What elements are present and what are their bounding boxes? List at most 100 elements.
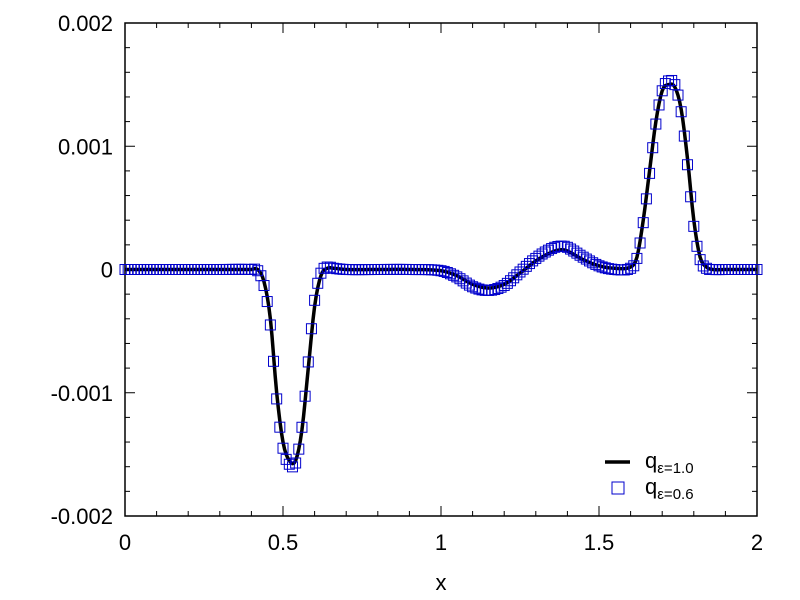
series-marker bbox=[688, 220, 700, 232]
series-marker bbox=[634, 237, 646, 249]
series-marker bbox=[618, 264, 630, 276]
series-marker bbox=[549, 241, 561, 253]
series-marker bbox=[293, 443, 305, 455]
legend: qε=1.0qε=0.6 bbox=[605, 448, 694, 503]
legend-label-main: q bbox=[645, 474, 657, 499]
series-marker bbox=[454, 273, 466, 285]
series-marker bbox=[261, 296, 273, 308]
series-marker bbox=[271, 393, 283, 405]
series-marker bbox=[656, 85, 668, 97]
series-marker bbox=[681, 159, 693, 171]
series-marker bbox=[571, 247, 583, 259]
tick-labels: 0 0.5 1 1.5 2 -0.002 -0.001 0 0.001 0.002 bbox=[51, 11, 764, 555]
series-marker bbox=[685, 191, 697, 203]
series-marker bbox=[653, 99, 665, 111]
series-marker bbox=[514, 266, 526, 278]
series-marker bbox=[517, 263, 529, 275]
series-marker bbox=[283, 458, 295, 470]
axis-ticks bbox=[124, 22, 758, 517]
series-marker bbox=[457, 275, 469, 287]
x-axis-label: x bbox=[436, 570, 447, 595]
series-marker bbox=[694, 254, 706, 266]
x-tick-label: 0 bbox=[119, 530, 131, 555]
series-marker bbox=[672, 89, 684, 101]
y-tick-label: -0.001 bbox=[51, 381, 113, 406]
series-marker bbox=[590, 258, 602, 270]
series-marker bbox=[324, 261, 336, 273]
series-marker bbox=[593, 260, 605, 272]
series-marker bbox=[644, 167, 656, 179]
series-marker bbox=[508, 272, 520, 284]
series-marker bbox=[542, 244, 554, 256]
series-marker bbox=[438, 265, 450, 277]
series-marker bbox=[530, 252, 542, 264]
y-tick-label: 0.001 bbox=[58, 134, 113, 159]
x-tick-label: 2 bbox=[751, 530, 763, 555]
series-marker bbox=[666, 74, 678, 86]
y-tick-label: 0.002 bbox=[58, 11, 113, 36]
series-marker bbox=[565, 243, 577, 255]
series-marker bbox=[495, 281, 507, 293]
series-marker bbox=[473, 283, 485, 295]
legend-label-subscript: ε=0.6 bbox=[657, 486, 693, 503]
series-marker bbox=[296, 421, 308, 433]
series-marker bbox=[463, 279, 475, 291]
series-marker bbox=[501, 277, 513, 289]
series-marker bbox=[309, 294, 321, 306]
series-marker bbox=[305, 323, 317, 335]
series-marker bbox=[268, 355, 280, 367]
series-marker bbox=[299, 390, 311, 402]
series-marker bbox=[486, 284, 498, 296]
series-marker bbox=[470, 282, 482, 294]
series-marker bbox=[511, 269, 523, 281]
series-marker bbox=[264, 319, 276, 331]
series-marker bbox=[505, 275, 517, 287]
series-marker bbox=[467, 281, 479, 293]
series-marker bbox=[599, 262, 611, 274]
series-marker bbox=[302, 356, 314, 368]
series-1 bbox=[119, 74, 763, 473]
series-marker bbox=[678, 130, 690, 142]
legend-label-main: q bbox=[645, 448, 657, 473]
series-marker bbox=[637, 217, 649, 229]
series-marker bbox=[587, 257, 599, 269]
series-marker bbox=[650, 118, 662, 130]
series-layer bbox=[119, 74, 763, 473]
y-tick-label: 0 bbox=[101, 258, 113, 283]
series-marker bbox=[625, 262, 637, 274]
series-marker bbox=[659, 78, 671, 90]
series-marker bbox=[697, 260, 709, 272]
y-tick-label: -0.002 bbox=[51, 504, 113, 529]
series-marker bbox=[751, 264, 763, 275]
series-marker bbox=[596, 261, 608, 273]
series-marker bbox=[568, 245, 580, 257]
legend-label: qε=1.0 bbox=[645, 448, 694, 477]
series-marker bbox=[274, 421, 286, 433]
series-marker bbox=[640, 193, 652, 205]
series-marker bbox=[700, 262, 712, 274]
legend-label: qε=0.6 bbox=[645, 474, 694, 503]
series-marker bbox=[441, 266, 453, 278]
series-marker bbox=[435, 265, 447, 277]
series-marker bbox=[318, 262, 330, 274]
series-marker bbox=[602, 263, 614, 275]
series-marker bbox=[546, 243, 558, 255]
series-marker bbox=[448, 269, 460, 281]
x-tick-label: 1 bbox=[435, 530, 447, 555]
series-marker bbox=[277, 442, 289, 454]
x-tick-label: 1.5 bbox=[584, 530, 615, 555]
series-marker bbox=[647, 142, 659, 154]
series-marker bbox=[574, 249, 586, 261]
series-marker bbox=[489, 284, 501, 296]
legend-square-swatch bbox=[611, 481, 625, 495]
series-marker bbox=[451, 271, 463, 283]
series-marker bbox=[286, 461, 298, 473]
series-marker bbox=[621, 263, 633, 275]
series-marker bbox=[691, 240, 703, 252]
series-marker bbox=[561, 241, 573, 253]
series-marker bbox=[577, 251, 589, 263]
series-marker bbox=[249, 263, 261, 275]
series-marker bbox=[628, 260, 640, 272]
series-marker bbox=[533, 250, 545, 262]
series-marker bbox=[675, 106, 687, 118]
